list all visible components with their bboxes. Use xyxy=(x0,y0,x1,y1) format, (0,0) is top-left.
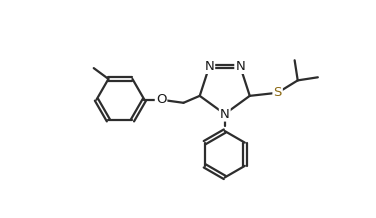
Text: N: N xyxy=(220,107,230,121)
Text: N: N xyxy=(235,60,245,73)
Text: N: N xyxy=(205,60,214,73)
Text: S: S xyxy=(273,86,282,99)
Text: O: O xyxy=(156,93,166,106)
